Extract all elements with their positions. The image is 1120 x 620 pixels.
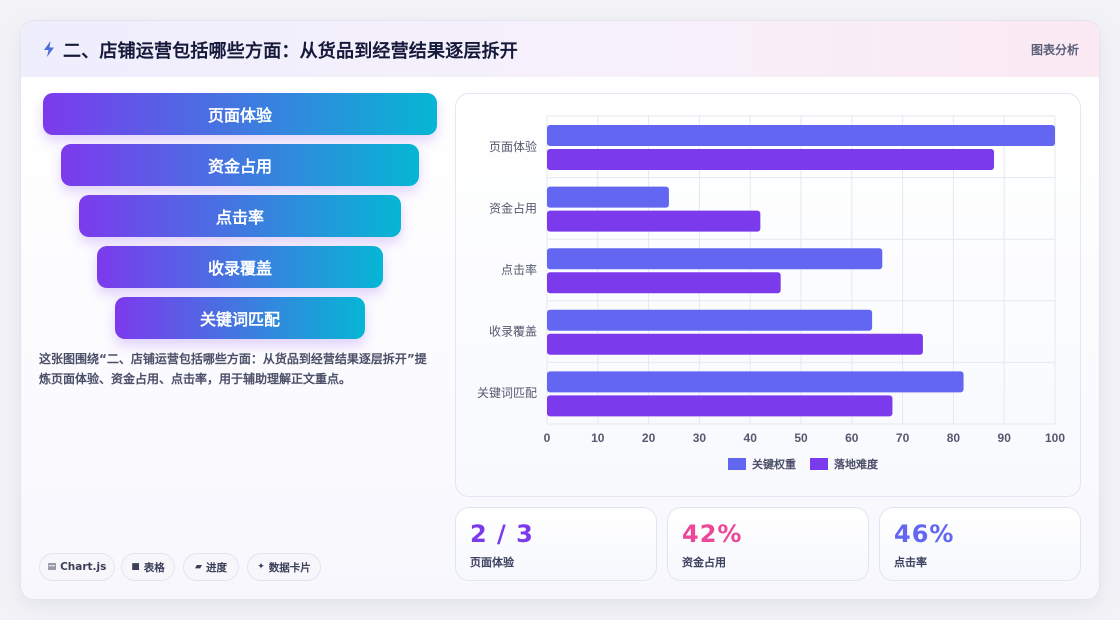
kpi-value: 2 / 3 [470,520,534,548]
chip-label: 表格 [143,561,165,574]
progress-icon: ▰ [195,562,202,572]
x-tick-label: 40 [744,431,758,445]
funnel-step-keyword-match: 关键词匹配 [115,297,365,339]
kpi-label: 页面体验 [470,556,514,569]
y-tick-label: 页面体验 [489,139,537,154]
kpi-label: 资金占用 [682,556,726,569]
kpi-card-capital-usage: 42% 资金占用 [667,507,869,581]
bar-key-weight [547,248,883,270]
bar-landing-difficulty [547,395,893,417]
x-tick-label: 10 [591,431,605,445]
bar-landing-difficulty [547,333,923,355]
report-card: 二、店铺运营包括哪些方面：从货品到经营结果逐层拆开 图表分析 页面体验 资金占用… [20,20,1100,600]
x-tick-label: 100 [1045,431,1065,445]
chart-description: 这张图围绕“二、店铺运营包括哪些方面：从货品到经营结果逐层拆开”提炼页面体验、资… [39,352,427,386]
y-tick-label: 收录覆盖 [489,325,537,339]
funnel-step-page-experience: 页面体验 [43,93,437,135]
bar-key-weight [547,371,964,393]
x-tick-label: 30 [693,431,707,445]
bar-key-weight [547,309,873,331]
sparkle-icon: ✦ [257,562,265,572]
x-tick-label: 70 [896,431,910,445]
lightning-icon [44,41,54,57]
funnel-step-index-coverage: 收录覆盖 [97,246,383,288]
legend-label: 关键权重 [752,457,796,471]
chip-label: 数据卡片 [268,561,311,574]
kpi-value: 46% [894,520,955,548]
chip-progress[interactable]: ▰ 进度 [183,553,239,581]
y-tick-label: 资金占用 [489,200,537,215]
bar-key-weight [547,125,1055,146]
chip-label: Chart.js [60,561,107,573]
x-tick-label: 0 [544,431,551,445]
kpi-card-page-experience: 2 / 3 页面体验 [455,507,657,581]
x-tick-label: 80 [947,431,961,445]
table-icon: ■ [131,562,140,572]
card-header: 二、店铺运营包括哪些方面：从货品到经营结果逐层拆开 图表分析 [21,21,1099,77]
chart-icon: ▤ [47,562,57,572]
bar-chart-panel: 页面体验资金占用点击率收录覆盖关键词匹配 0 10 20 30 40 50 60 70 80 90 1… [455,93,1081,497]
chip-label: 进度 [205,561,227,574]
legend-label: 落地难度 [834,457,879,471]
chip-chartjs[interactable]: ▤ Chart.js [39,553,115,581]
legend-swatch [810,458,828,470]
x-tick-label: 60 [845,431,859,445]
chip-table[interactable]: ■ 表格 [121,553,175,581]
kpi-card-click-rate: 46% 点击率 [879,507,1081,581]
bar-landing-difficulty [547,272,781,294]
bar-landing-difficulty [547,210,761,232]
chart-analysis-tag: 图表分析 [1030,43,1079,57]
y-tick-label: 关键词匹配 [477,386,537,400]
legend-swatch [728,458,746,470]
funnel-step-capital-usage: 资金占用 [61,144,419,186]
bar-landing-difficulty [547,149,995,170]
x-tick-label: 90 [998,431,1012,445]
kpi-label: 点击率 [894,556,927,569]
y-tick-label: 点击率 [501,262,537,277]
x-tick-label: 50 [794,431,808,445]
bar-key-weight [547,186,669,208]
funnel-step-click-rate: 点击率 [79,195,401,237]
page-title: 二、店铺运营包括哪些方面：从货品到经营结果逐层拆开 [63,41,518,62]
kpi-value: 42% [682,520,743,548]
x-tick-label: 20 [642,431,656,445]
chip-data-card[interactable]: ✦ 数据卡片 [247,553,321,581]
